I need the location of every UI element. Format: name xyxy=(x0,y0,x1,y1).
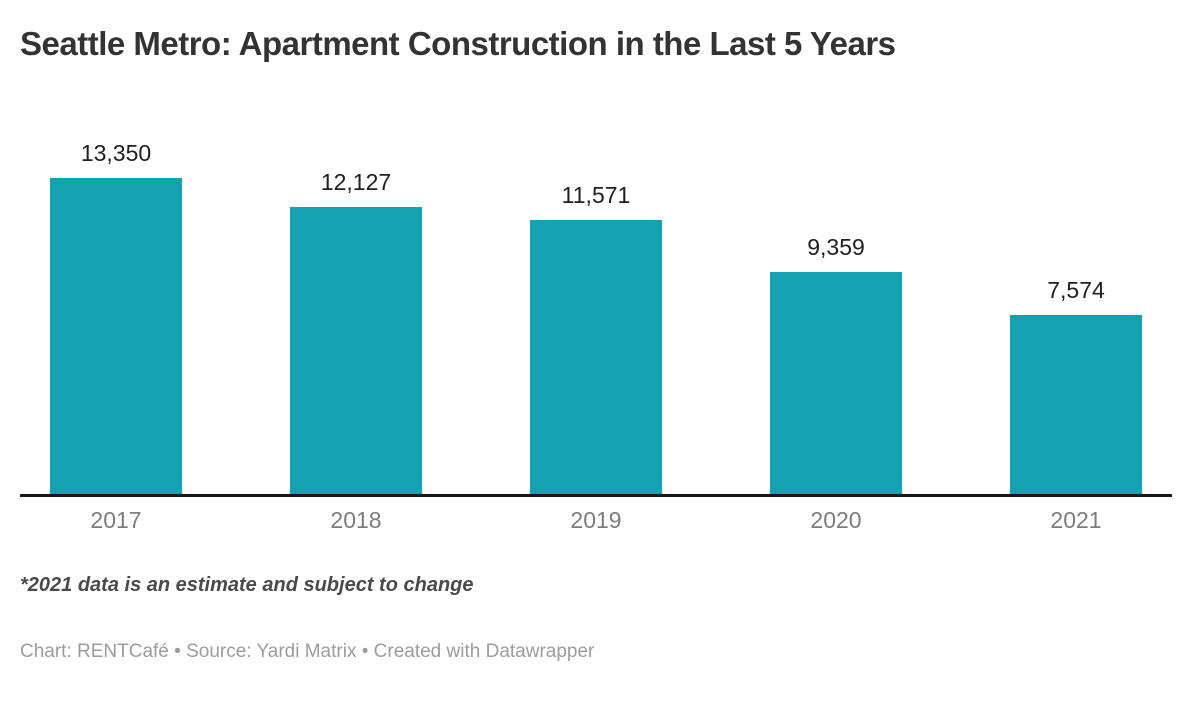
bar-value-label: 11,571 xyxy=(561,182,631,208)
bar-column: 7,574 xyxy=(1010,277,1142,494)
x-axis-tick-label: 2017 xyxy=(90,507,142,533)
bar-column: 13,350 xyxy=(50,140,182,494)
bar-value-label: 12,127 xyxy=(320,169,392,195)
chart-credits: Chart: RENTCafé • Source: Yardi Matrix •… xyxy=(20,641,595,662)
bar xyxy=(530,220,662,494)
chart-title: Seattle Metro: Apartment Construction in… xyxy=(20,25,896,62)
x-axis-tick-label: 2018 xyxy=(330,507,382,533)
bar xyxy=(50,178,182,494)
bar-value-label: 7,574 xyxy=(1047,277,1105,303)
chart-page: Seattle Metro: Apartment Construction in… xyxy=(0,24,1192,712)
bar xyxy=(1010,315,1142,494)
chart-footnote: *2021 data is an estimate and subject to… xyxy=(20,574,474,596)
bar-value-label: 13,350 xyxy=(80,140,152,166)
x-axis-tick-label: 2021 xyxy=(1050,507,1102,533)
plot-area: 13,350 12,127 11,571 9,359 7,574 xyxy=(20,140,1172,497)
bar-value-label: 9,359 xyxy=(807,234,865,260)
x-axis-tick-label: 2020 xyxy=(810,507,862,533)
x-axis-labels: 2017 2018 2019 2020 2021 xyxy=(20,497,1172,534)
x-axis-tick-label: 2019 xyxy=(570,507,622,533)
bar xyxy=(290,207,422,494)
bar-column: 12,127 xyxy=(290,169,422,494)
bar-column: 9,359 xyxy=(770,234,902,494)
bar xyxy=(770,272,902,494)
bar-column: 11,571 xyxy=(530,182,662,494)
